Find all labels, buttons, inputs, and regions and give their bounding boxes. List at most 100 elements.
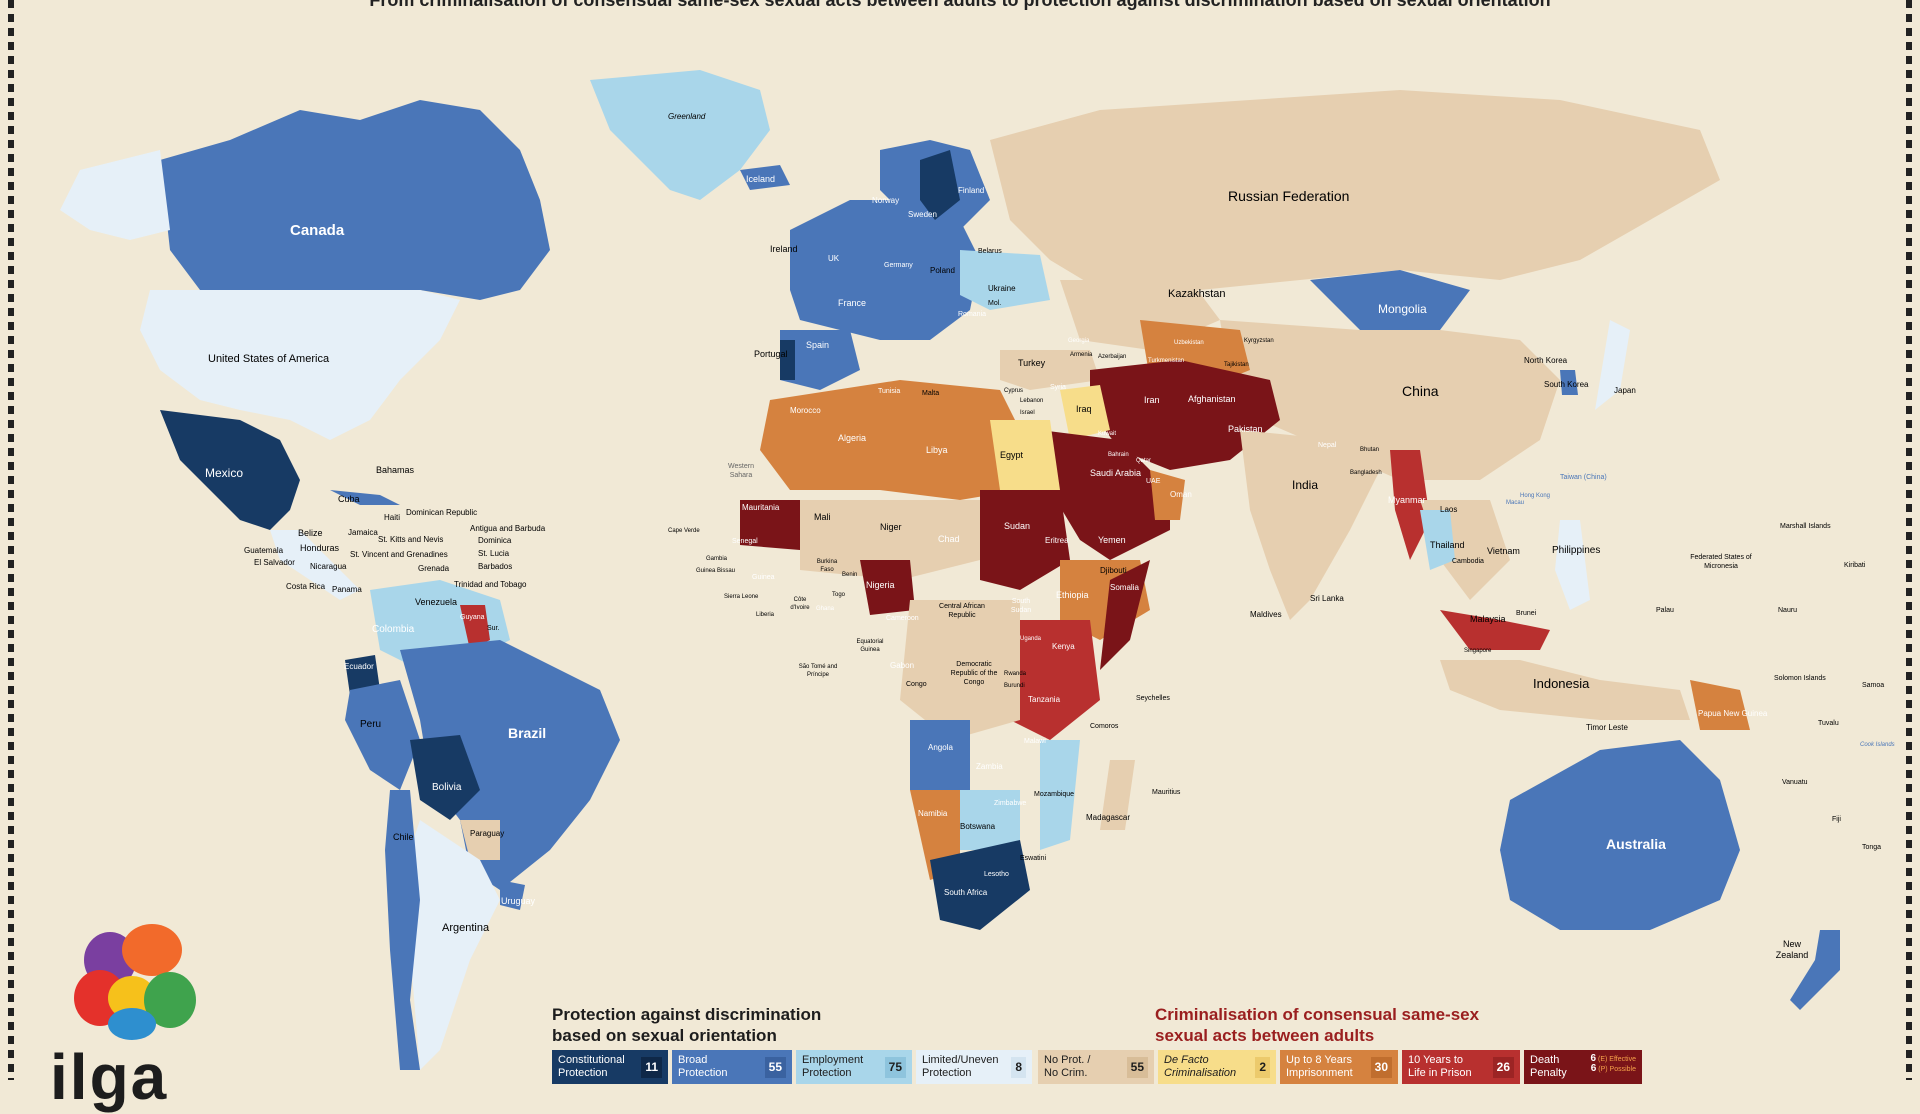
- region-india[interactable]: [1240, 430, 1380, 620]
- region-angola[interactable]: [910, 720, 970, 790]
- region-malaysia[interactable]: [1440, 610, 1550, 650]
- region-chile[interactable]: [385, 790, 420, 1070]
- legend-label: Life in Prison: [1408, 1067, 1472, 1079]
- legend-label: Protection: [922, 1067, 972, 1079]
- region-sudan[interactable]: [980, 490, 1070, 590]
- legend-count: 8: [1011, 1056, 1026, 1078]
- region-mongolia[interactable]: [1310, 270, 1470, 330]
- ilga-logo-mark: [74, 924, 196, 1040]
- legend-death-possible: (P) Possible: [1598, 1066, 1636, 1073]
- legend-item-broad[interactable]: Broad Protection 55: [672, 1050, 792, 1084]
- legend-item-constitutional[interactable]: Constitutional Protection 11: [552, 1050, 668, 1084]
- region-japan[interactable]: [1595, 320, 1630, 410]
- region-central-africa[interactable]: [900, 600, 1020, 740]
- region-myanmar[interactable]: [1390, 450, 1430, 560]
- region-south-korea[interactable]: [1560, 370, 1578, 395]
- legend-label: 10 Years to: [1408, 1054, 1464, 1066]
- legend-item-limited[interactable]: Limited/Uneven Protection 8: [916, 1050, 1032, 1084]
- legend-row: Constitutional Protection 11 Broad Protect…: [552, 1050, 1642, 1084]
- legend-item-de-facto[interactable]: De Facto Criminalisation 2: [1158, 1050, 1276, 1084]
- legend-crim-title-2: sexual acts between adults: [1155, 1026, 1375, 1045]
- region-mozambique[interactable]: [1040, 740, 1080, 850]
- region-china[interactable]: [1220, 320, 1560, 480]
- legend-item-up-to-8[interactable]: Up to 8 Years Imprisonment 30: [1280, 1050, 1398, 1084]
- region-guyana[interactable]: [460, 605, 490, 650]
- legend-label: No Prot. /: [1044, 1054, 1091, 1066]
- region-australia[interactable]: [1500, 740, 1740, 930]
- region-sweden[interactable]: [920, 150, 960, 220]
- legend-label: Criminalisation: [1164, 1067, 1237, 1079]
- region-greenland[interactable]: [590, 70, 770, 200]
- world-map: [60, 70, 1840, 1070]
- region-central-america[interactable]: [270, 530, 360, 600]
- legend-protection-title: Protection against discrimination based …: [552, 1004, 821, 1046]
- region-iran-afghan-pak[interactable]: [1090, 360, 1280, 470]
- frame-right-border: [1906, 0, 1912, 1080]
- region-kenya-tanzania[interactable]: [1010, 620, 1100, 740]
- region-philippines[interactable]: [1555, 520, 1590, 610]
- region-cuba[interactable]: [330, 490, 400, 505]
- region-iraq[interactable]: [1060, 385, 1110, 440]
- legend-crim-title: Criminalisation of consensual same-sex s…: [1155, 1004, 1479, 1046]
- region-iceland[interactable]: [740, 165, 790, 190]
- legend-count: 55: [764, 1056, 786, 1078]
- legend-label: Employment: [802, 1054, 864, 1066]
- region-turkey[interactable]: [1000, 350, 1100, 390]
- region-russia[interactable]: [990, 90, 1720, 290]
- region-egypt[interactable]: [990, 420, 1060, 490]
- region-mexico[interactable]: [160, 410, 300, 530]
- region-new-zealand[interactable]: [1790, 930, 1840, 1010]
- region-madagascar[interactable]: [1100, 760, 1135, 830]
- legend-count: 75: [884, 1056, 906, 1078]
- region-ukraine[interactable]: [960, 250, 1050, 310]
- region-north-africa[interactable]: [760, 380, 1020, 500]
- region-portugal[interactable]: [780, 340, 795, 380]
- region-arabia[interactable]: [1040, 430, 1170, 560]
- legend-label: Constitutional: [558, 1054, 625, 1066]
- region-bolivia[interactable]: [410, 735, 480, 820]
- legend-item-employment[interactable]: Employment Protection 75: [796, 1050, 912, 1084]
- region-canada[interactable]: [160, 100, 550, 300]
- region-usa[interactable]: [140, 290, 460, 440]
- legend-count: 11: [641, 1056, 662, 1078]
- region-thailand[interactable]: [1420, 510, 1455, 570]
- legend-label: Up to 8 Years: [1286, 1054, 1353, 1066]
- region-iberia[interactable]: [780, 330, 860, 390]
- legend-count: 30: [1370, 1056, 1392, 1078]
- region-argentina[interactable]: [400, 820, 500, 1070]
- region-indonesia[interactable]: [1440, 660, 1690, 720]
- region-botswana[interactable]: [960, 790, 1020, 850]
- legend-label: Penalty: [1530, 1067, 1567, 1079]
- region-uruguay[interactable]: [500, 880, 525, 910]
- legend-label: Protection: [558, 1067, 608, 1079]
- region-somalia[interactable]: [1100, 560, 1150, 670]
- legend-item-death[interactable]: Death Penalty 6 (E) Effective 6 (P) Possi…: [1524, 1050, 1642, 1084]
- legend-count-possible: 6: [1590, 1063, 1597, 1074]
- ilga-logo-text: ilga: [50, 1041, 169, 1113]
- legend-protection-title-2: based on sexual orientation: [552, 1026, 777, 1045]
- frame-left-border: [8, 0, 14, 1080]
- legend-crim-title-1: Criminalisation of consensual same-sex: [1155, 1005, 1480, 1024]
- legend-count: 6: [1590, 1053, 1597, 1064]
- region-sahel[interactable]: [800, 500, 980, 580]
- legend-label: Death: [1530, 1054, 1560, 1066]
- region-alaska[interactable]: [60, 150, 170, 240]
- legend-item-no-protection[interactable]: No Prot. / No Crim. 55: [1038, 1050, 1154, 1084]
- region-paraguay[interactable]: [460, 820, 500, 860]
- region-europe-west[interactable]: [790, 200, 980, 340]
- region-nigeria[interactable]: [860, 560, 915, 615]
- region-mauritania[interactable]: [740, 500, 800, 550]
- region-ecuador[interactable]: [345, 655, 380, 695]
- region-brazil[interactable]: [400, 640, 620, 890]
- region-south-africa[interactable]: [930, 840, 1030, 930]
- region-papua[interactable]: [1690, 680, 1750, 730]
- region-peru[interactable]: [345, 680, 420, 790]
- legend-label: Protection: [678, 1067, 728, 1079]
- region-oman[interactable]: [1150, 470, 1185, 520]
- logo-petal-orange: [122, 924, 182, 976]
- legend-label: Imprisonment: [1286, 1067, 1353, 1079]
- logo-petal-red: [74, 970, 126, 1026]
- legend-label: Protection: [802, 1067, 852, 1079]
- legend-item-ten-to-life[interactable]: 10 Years to Life in Prison 26: [1402, 1050, 1520, 1084]
- legend-label: De Facto: [1164, 1054, 1209, 1066]
